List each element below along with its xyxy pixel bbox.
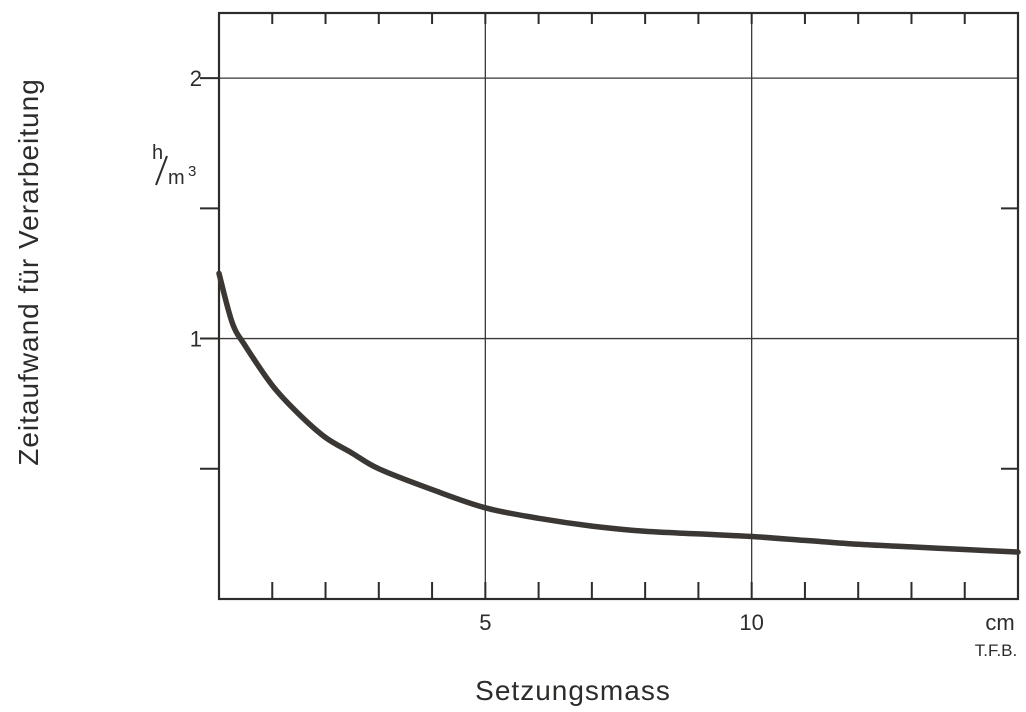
svg-text:m: m bbox=[168, 167, 185, 189]
y-unit-slash bbox=[155, 155, 168, 186]
x-tick-label: 10 bbox=[739, 610, 763, 635]
svg-text:h: h bbox=[152, 142, 163, 164]
y-axis-title: Zeitaufwand für Verarbeitung bbox=[13, 78, 44, 466]
x-axis-title: Setzungsmass bbox=[475, 675, 671, 706]
series-line bbox=[216, 270, 1021, 555]
x-unit-label: cm bbox=[985, 610, 1014, 635]
svg-text:3: 3 bbox=[188, 163, 196, 180]
y-tick-label: 1 bbox=[190, 327, 202, 352]
y-tick-label: 2 bbox=[190, 66, 202, 91]
tick-labels: 5 10 1 2 bbox=[190, 66, 764, 635]
tick-marks bbox=[200, 13, 1019, 599]
credit-label: T.F.B. bbox=[975, 641, 1018, 660]
x-tick-label: 5 bbox=[479, 610, 491, 635]
y-unit-label: h m 3 bbox=[152, 142, 196, 189]
grid-lines bbox=[219, 13, 1018, 599]
plot-frame bbox=[217, 11, 1020, 601]
